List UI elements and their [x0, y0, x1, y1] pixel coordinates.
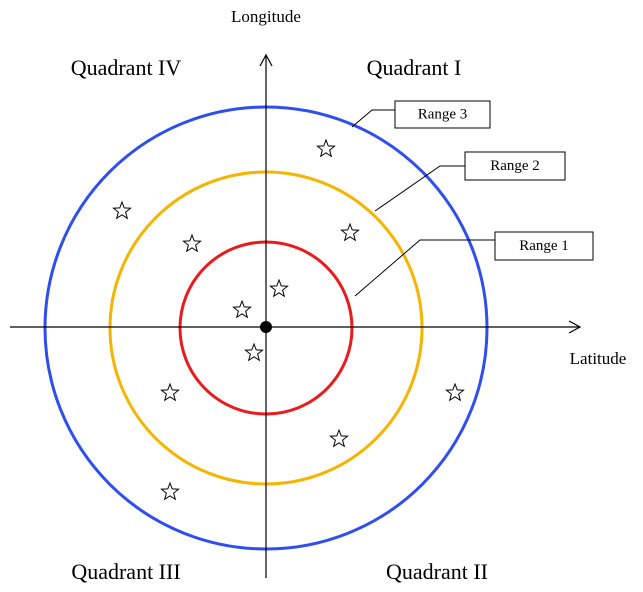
star: [244, 343, 264, 361]
range-2-leader: [374, 165, 465, 212]
star: [160, 383, 180, 401]
quadrant-label: Quadrant III: [71, 559, 180, 584]
latitude-label: Latitude: [570, 349, 627, 368]
quadrant-label: Quadrant I: [367, 55, 462, 80]
range-2-label: Range 2: [490, 158, 540, 174]
star: [112, 201, 132, 219]
range-1-label: Range 1: [519, 238, 569, 254]
range-1-leader: [354, 239, 495, 297]
quadrant-label: Quadrant II: [386, 559, 488, 584]
star: [232, 300, 252, 318]
range-3-leader: [351, 109, 395, 128]
star: [160, 482, 180, 500]
star: [445, 383, 465, 401]
star: [182, 234, 202, 252]
origin: [260, 321, 272, 333]
range-1-box: [494, 231, 594, 261]
stars: [112, 139, 465, 500]
star: [269, 279, 289, 297]
star: [316, 139, 336, 157]
star: [340, 223, 360, 241]
range-3-box: [394, 100, 491, 129]
quadrant-label: Quadrant IV: [71, 55, 182, 80]
longitude-label: Longitude: [231, 7, 301, 26]
range-3-label: Range 3: [418, 106, 468, 122]
range-2-box: [464, 151, 566, 181]
star: [329, 429, 349, 447]
